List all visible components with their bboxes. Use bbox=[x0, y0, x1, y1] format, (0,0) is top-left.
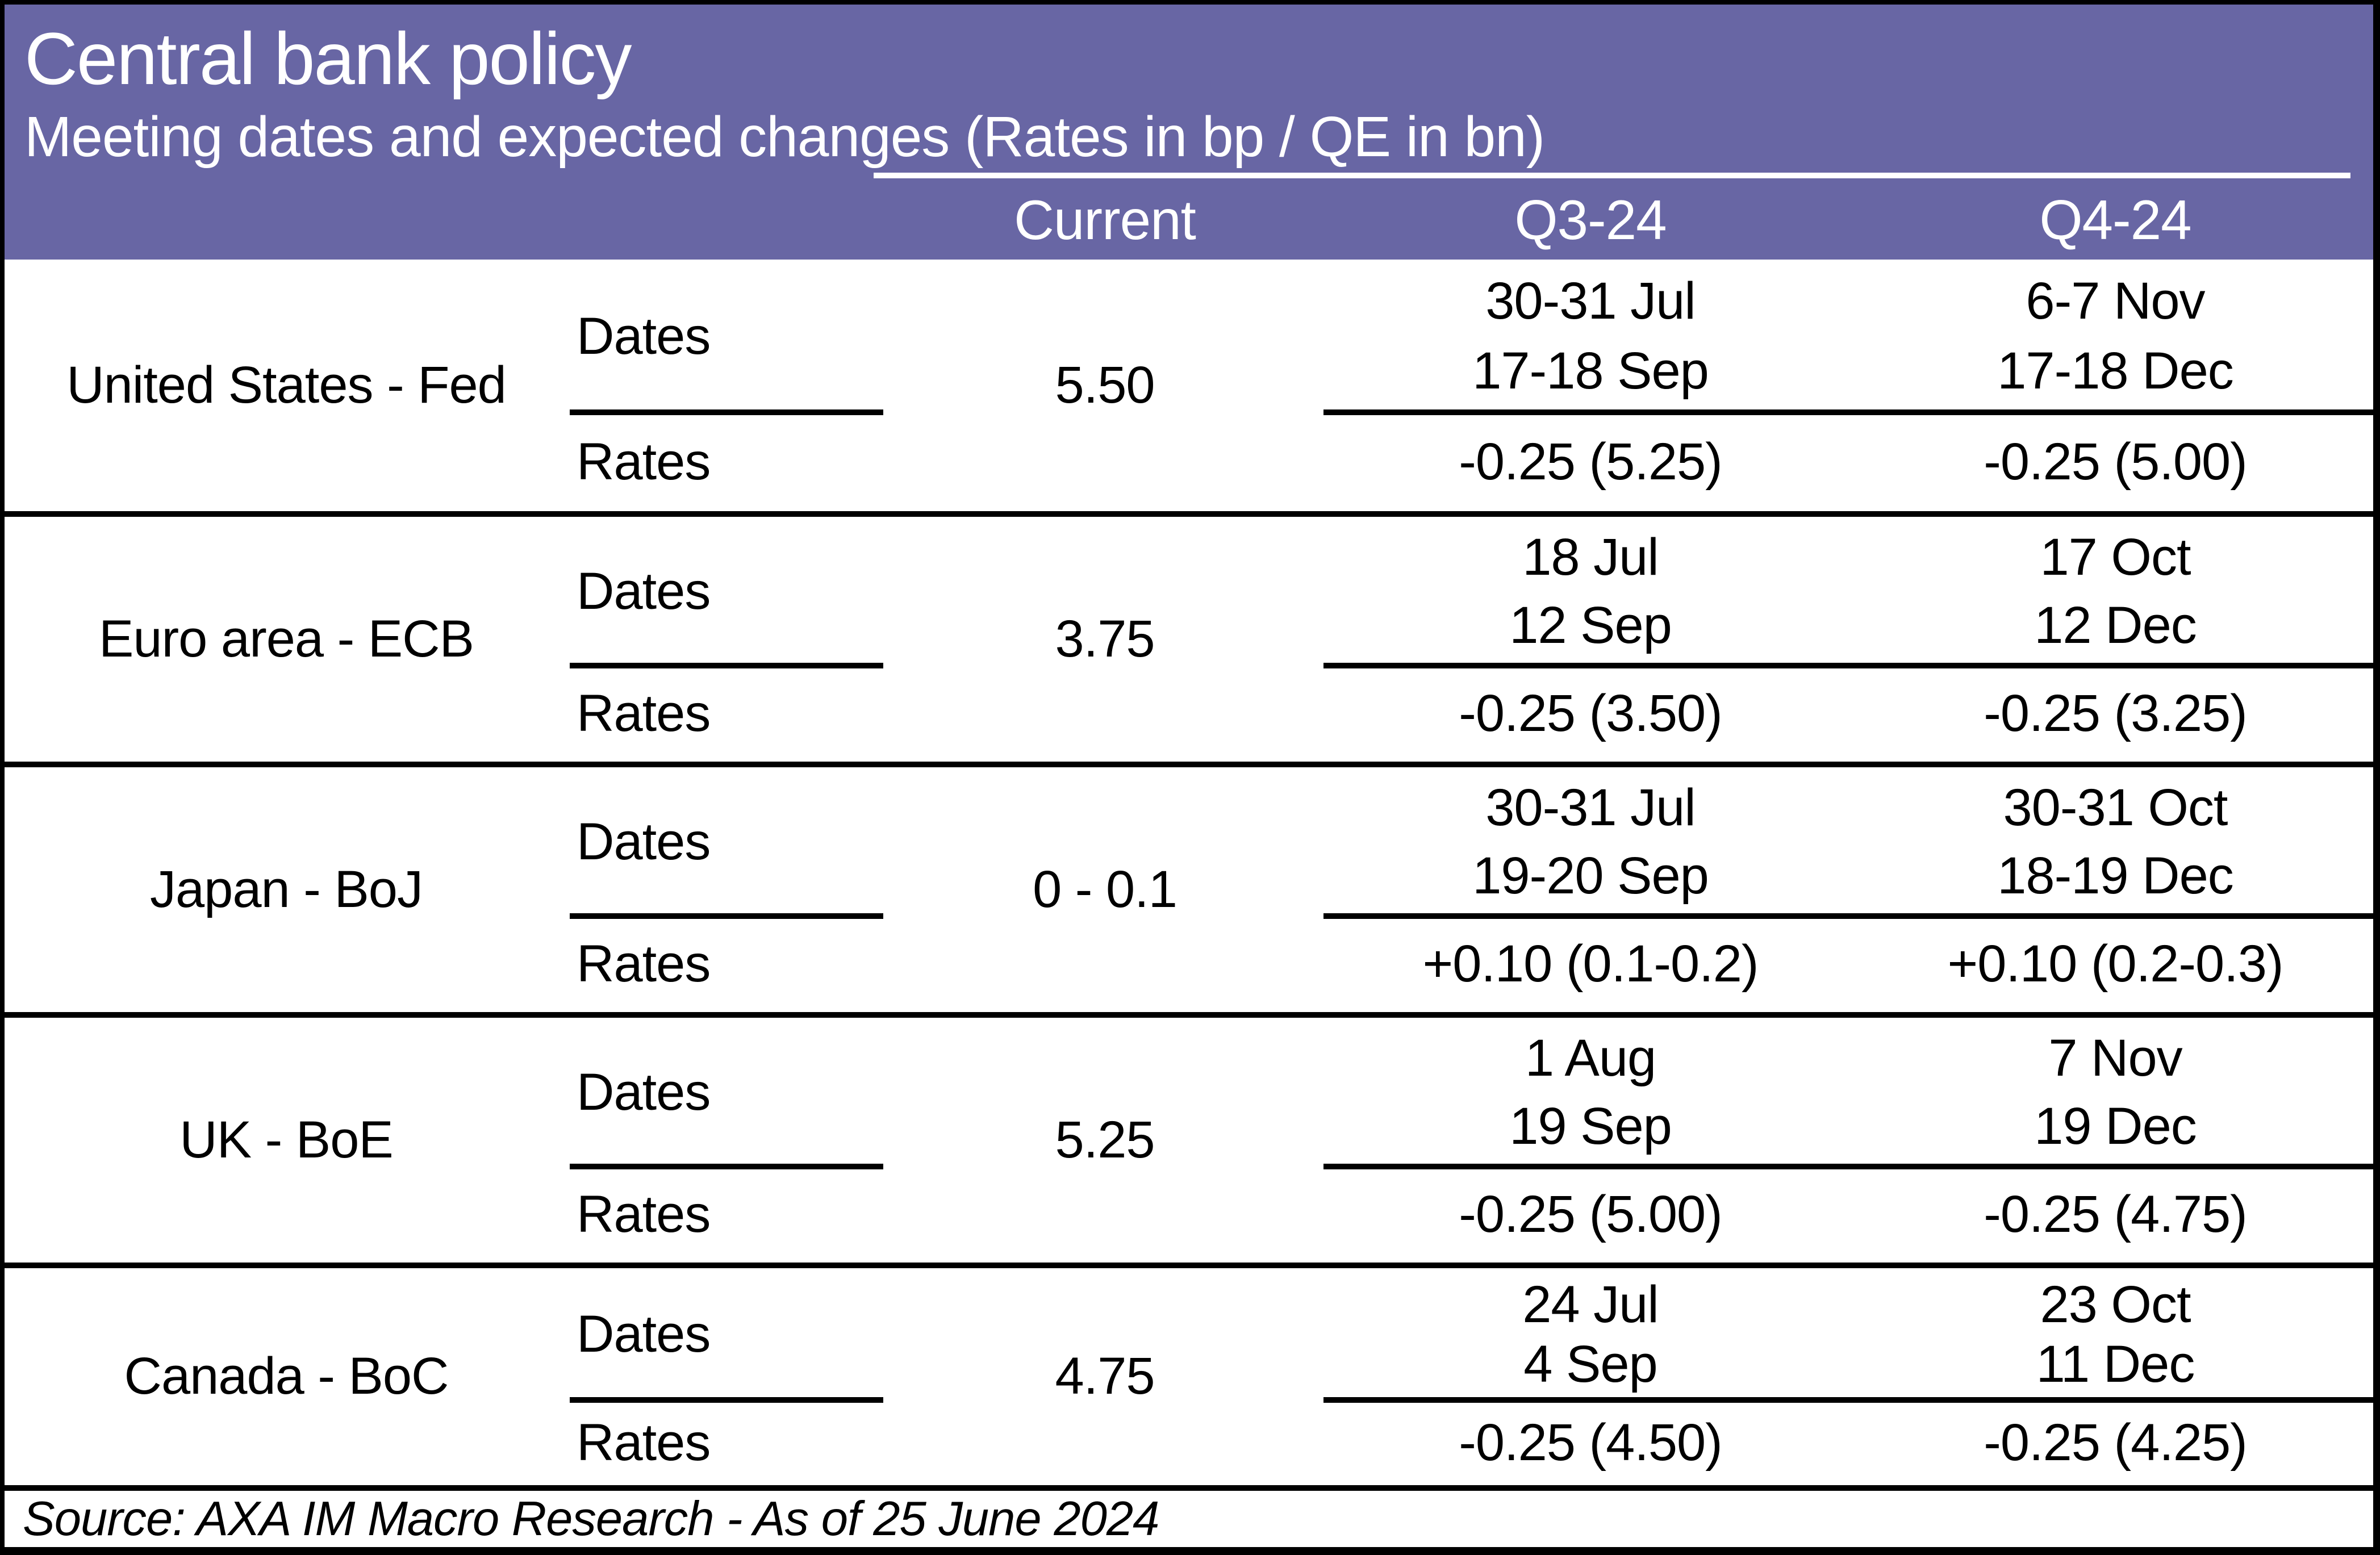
rates-label: Rates bbox=[577, 1414, 711, 1472]
q4-meeting-dates: 17 Oct 12 Dec bbox=[1857, 517, 2373, 666]
q4-meeting-dates: 30-31 Oct 18-19 Dec bbox=[1857, 767, 2373, 917]
source-note: Source: AXA IM Macro Research - As of 25… bbox=[23, 1491, 1159, 1546]
dates-label: Dates bbox=[577, 812, 711, 871]
current-rate: 0 - 0.1 bbox=[1033, 860, 1178, 918]
dates-label: Dates bbox=[577, 562, 711, 620]
dates-rates-divider bbox=[1323, 409, 2373, 416]
q4-expected-change: -0.25 (4.25) bbox=[1984, 1414, 2248, 1472]
page-title: Central bank policy bbox=[24, 17, 632, 100]
column-header-q4-24: Q4-24 bbox=[2039, 188, 2191, 251]
dates-label: Dates bbox=[577, 307, 711, 365]
column-header-current: Current bbox=[1014, 188, 1196, 251]
header-underline bbox=[874, 173, 2350, 178]
bank-row-boj: Japan - BoJ Dates Rates 0 - 0.1 30-31 Ju… bbox=[5, 762, 2373, 1012]
dates-label: Dates bbox=[577, 1063, 711, 1121]
q4-expected-change: +0.10 (0.2-0.3) bbox=[1947, 935, 2283, 993]
q4-meeting-date-2: 11 Dec bbox=[2036, 1335, 2195, 1393]
q3-meeting-dates: 30-31 Jul 19-20 Sep bbox=[1323, 767, 1857, 917]
q4-meeting-dates: 7 Nov 19 Dec bbox=[1857, 1018, 2373, 1167]
bank-name: Canada - BoC bbox=[124, 1347, 449, 1406]
q4-meeting-date-2: 19 Dec bbox=[2034, 1097, 2197, 1155]
bank-name: UK - BoE bbox=[179, 1110, 393, 1169]
current-rate: 4.75 bbox=[1055, 1347, 1155, 1406]
q4-meeting-date-2: 18-19 Dec bbox=[1997, 846, 2233, 905]
q3-meeting-dates: 30-31 Jul 17-18 Sep bbox=[1323, 260, 1857, 413]
q3-meeting-date-1: 24 Jul bbox=[1522, 1276, 1659, 1334]
q4-expected-change: -0.25 (4.75) bbox=[1984, 1185, 2248, 1244]
q3-meeting-date-2: 12 Sep bbox=[1509, 596, 1672, 654]
q3-meeting-date-2: 19 Sep bbox=[1509, 1097, 1672, 1155]
q4-meeting-dates: 23 Oct 11 Dec bbox=[1857, 1268, 2373, 1401]
table-header: Central bank policy Meeting dates and ex… bbox=[5, 5, 2373, 260]
q3-meeting-date-2: 4 Sep bbox=[1523, 1335, 1657, 1393]
q4-meeting-date-2: 12 Dec bbox=[2034, 596, 2197, 654]
q3-meeting-date-2: 19-20 Sep bbox=[1472, 846, 1709, 905]
rates-label: Rates bbox=[577, 1185, 711, 1244]
q3-meeting-date-2: 17-18 Sep bbox=[1472, 342, 1709, 400]
dates-rates-divider bbox=[1323, 662, 2373, 668]
q4-meeting-date-1: 7 Nov bbox=[2048, 1029, 2182, 1088]
bank-row-ecb: Euro area - ECB Dates Rates 3.75 18 Jul … bbox=[5, 511, 2373, 762]
q3-expected-change: +0.10 (0.1-0.2) bbox=[1422, 935, 1759, 993]
q3-expected-change: -0.25 (5.00) bbox=[1459, 1185, 1723, 1244]
dates-label: Dates bbox=[577, 1305, 711, 1363]
dates-rates-divider bbox=[570, 913, 883, 919]
q3-meeting-date-1: 30-31 Jul bbox=[1485, 272, 1696, 331]
q3-meeting-date-1: 1 Aug bbox=[1525, 1029, 1656, 1088]
rates-label: Rates bbox=[577, 684, 711, 743]
q3-meeting-dates: 18 Jul 12 Sep bbox=[1323, 517, 1857, 666]
dates-rates-divider bbox=[570, 662, 883, 668]
q4-expected-change: -0.25 (3.25) bbox=[1984, 684, 2248, 743]
bank-row-boe: UK - BoE Dates Rates 5.25 1 Aug 19 Sep 7… bbox=[5, 1012, 2373, 1263]
current-rate: 5.50 bbox=[1055, 356, 1155, 414]
bank-row-us-fed: United States - Fed Dates Rates 5.50 30-… bbox=[5, 260, 2373, 511]
bank-row-boc: Canada - BoC Dates Rates 4.75 24 Jul 4 S… bbox=[5, 1263, 2373, 1485]
bank-name: Euro area - ECB bbox=[99, 609, 474, 668]
q3-expected-change: -0.25 (3.50) bbox=[1459, 684, 1723, 743]
q3-meeting-date-1: 30-31 Jul bbox=[1485, 779, 1696, 837]
q4-meeting-dates: 6-7 Nov 17-18 Dec bbox=[1857, 260, 2373, 413]
q3-meeting-date-1: 18 Jul bbox=[1522, 528, 1659, 587]
q4-meeting-date-1: 23 Oct bbox=[2040, 1276, 2191, 1334]
dates-rates-divider bbox=[570, 1397, 883, 1403]
q4-expected-change: -0.25 (5.00) bbox=[1984, 433, 2248, 491]
q3-meeting-dates: 1 Aug 19 Sep bbox=[1323, 1018, 1857, 1167]
q3-expected-change: -0.25 (5.25) bbox=[1459, 433, 1723, 491]
current-rate: 5.25 bbox=[1055, 1110, 1155, 1169]
page-subtitle: Meeting dates and expected changes (Rate… bbox=[24, 104, 1545, 169]
bank-name: Japan - BoJ bbox=[150, 860, 423, 918]
q4-meeting-date-1: 30-31 Oct bbox=[2003, 779, 2228, 837]
q3-expected-change: -0.25 (4.50) bbox=[1459, 1414, 1723, 1472]
dates-rates-divider bbox=[570, 409, 883, 416]
table-footer: Source: AXA IM Macro Research - As of 25… bbox=[5, 1485, 2373, 1547]
q4-meeting-date-1: 6-7 Nov bbox=[2026, 272, 2205, 331]
dates-rates-divider bbox=[570, 1163, 883, 1169]
dates-rates-divider bbox=[1323, 1163, 2373, 1169]
rates-label: Rates bbox=[577, 433, 711, 491]
dates-rates-divider bbox=[1323, 913, 2373, 919]
current-rate: 3.75 bbox=[1055, 609, 1155, 668]
q4-meeting-date-1: 17 Oct bbox=[2040, 528, 2191, 587]
dates-rates-divider bbox=[1323, 1397, 2373, 1403]
q4-meeting-date-2: 17-18 Dec bbox=[1997, 342, 2233, 400]
q3-meeting-dates: 24 Jul 4 Sep bbox=[1323, 1268, 1857, 1401]
column-header-q3-24: Q3-24 bbox=[1514, 188, 1667, 251]
rates-label: Rates bbox=[577, 935, 711, 993]
bank-name: United States - Fed bbox=[66, 356, 507, 414]
